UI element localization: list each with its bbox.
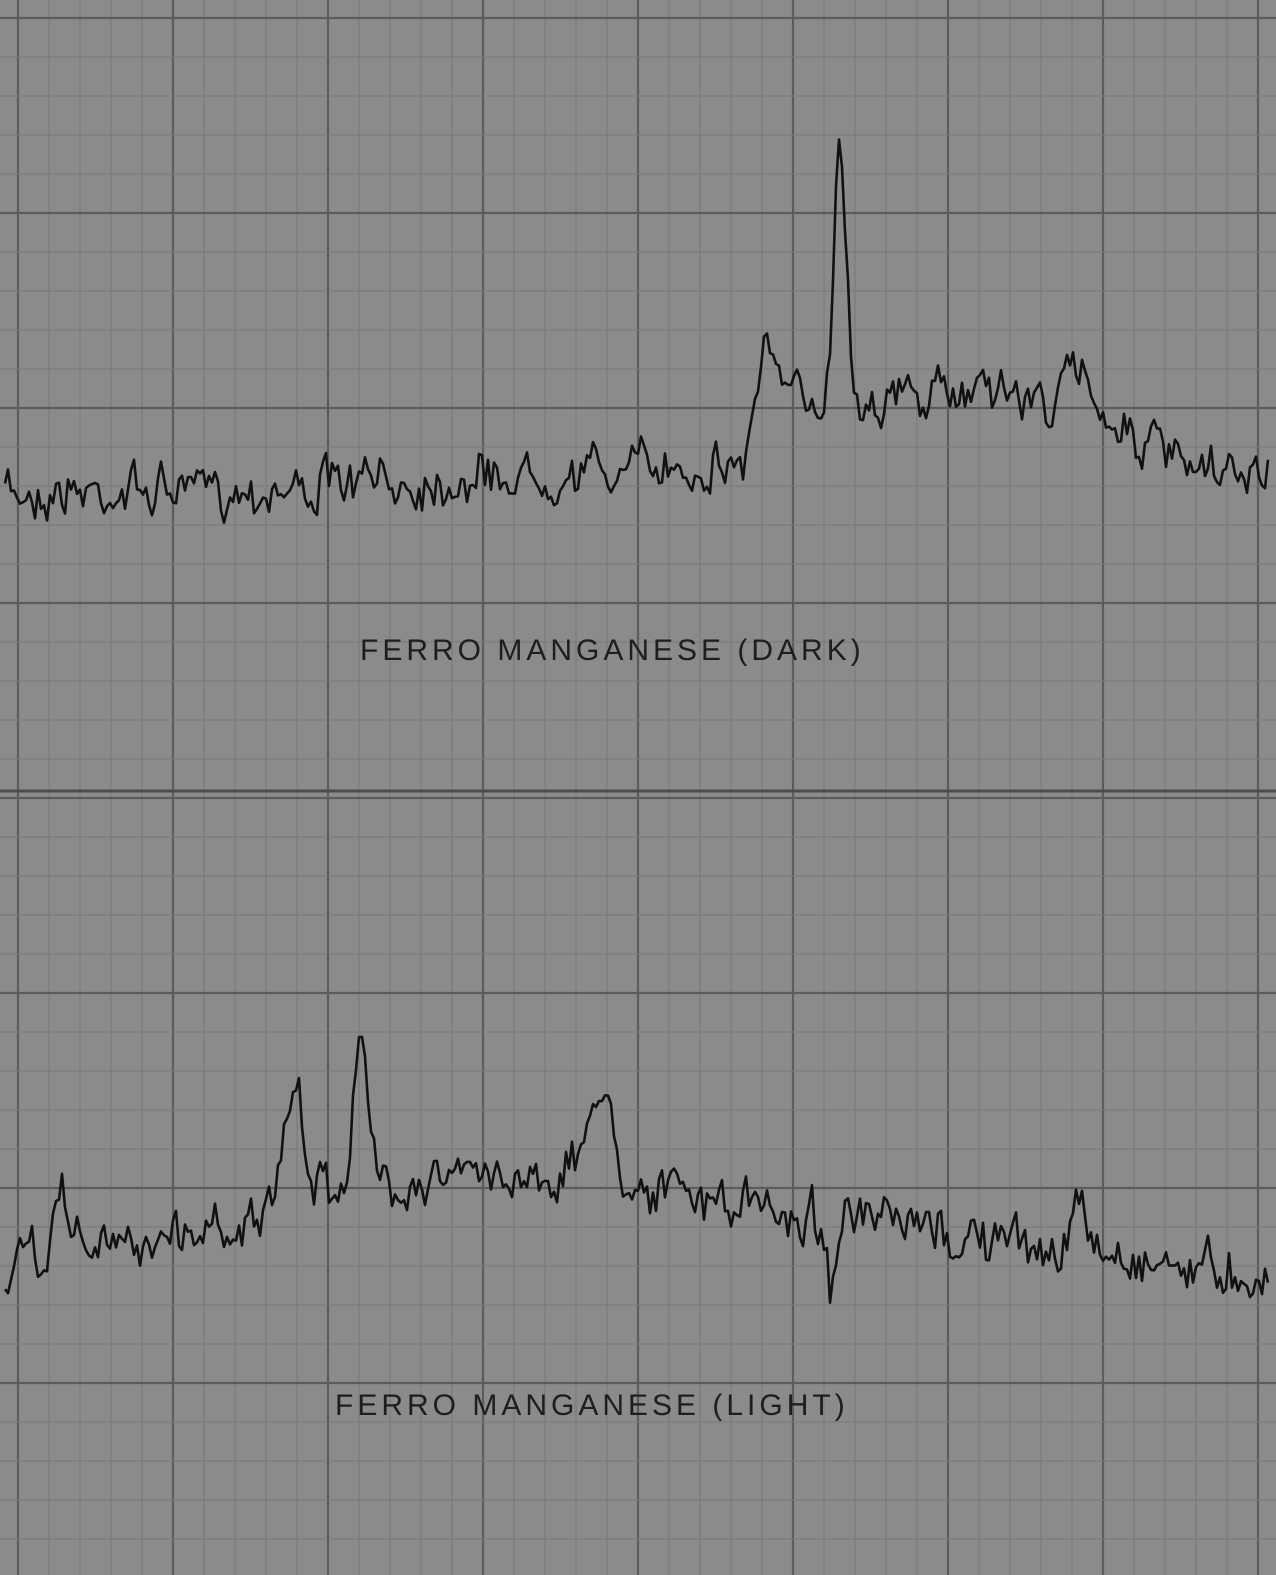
trace-label: FERRO MANGANESE (LIGHT) (335, 1389, 849, 1422)
chart-paper: FERRO MANGANESE (DARK) FERRO MANGANESE (… (0, 0, 1276, 1575)
trace-label: FERRO MANGANESE (DARK) (360, 634, 865, 667)
page: FERRO MANGANESE (DARK) FERRO MANGANESE (… (0, 0, 1276, 1575)
